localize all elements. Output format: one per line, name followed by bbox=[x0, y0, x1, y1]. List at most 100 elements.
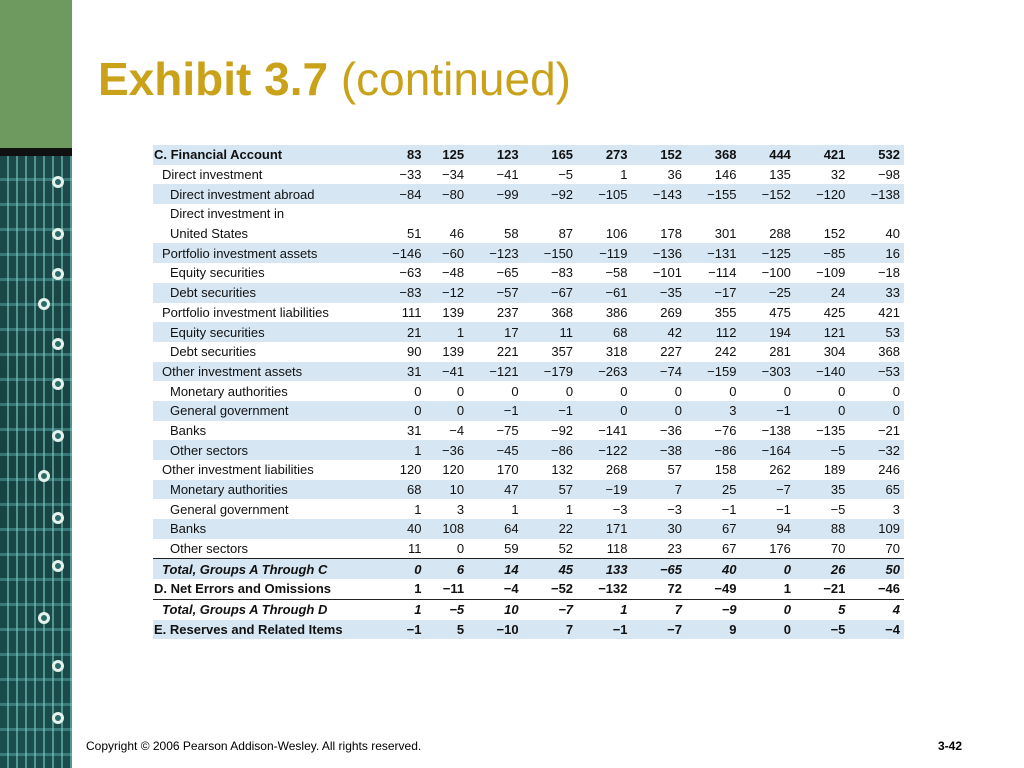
table-row: Other sectors 11 0 59 52 118 23 67 176 70 70 bbox=[153, 538, 904, 560]
table-cell: −138 bbox=[761, 422, 791, 438]
table-cell: −65 bbox=[496, 265, 519, 281]
table-cell: −135 bbox=[816, 422, 846, 438]
table-cell bbox=[425, 204, 468, 224]
table-cell: 165 bbox=[522, 145, 578, 165]
table-cell: 42 bbox=[631, 322, 686, 342]
table-cell: 355 bbox=[714, 304, 737, 320]
table-row: Monetary authorities 68 10 47 57 −19 7 25 −7 35 65 bbox=[153, 479, 904, 500]
table-row: Equity securities −63 −48 −65 −83 −58 −101 −114… bbox=[153, 263, 904, 283]
table-cell: 35 bbox=[794, 479, 850, 500]
table-cell: −46 bbox=[849, 579, 904, 600]
table-cell: −12 bbox=[425, 282, 469, 303]
table-cell: −150 bbox=[522, 243, 578, 264]
table-cell: 1 bbox=[371, 579, 426, 600]
table-cell: −7 bbox=[740, 479, 795, 500]
table-cell: 0 bbox=[783, 383, 791, 399]
table-cell bbox=[371, 204, 425, 224]
table-cell: 11 bbox=[371, 538, 426, 560]
table-cell: −18 bbox=[877, 265, 900, 281]
table-cell: 23 bbox=[631, 538, 686, 560]
table-cell: 59 bbox=[468, 538, 523, 560]
table-cell: −84 bbox=[371, 184, 426, 205]
table-cell: −146 bbox=[371, 243, 426, 264]
table-cell: −86 bbox=[685, 440, 741, 460]
table-cell: 14 bbox=[468, 558, 523, 580]
circuit-node-icon bbox=[52, 560, 64, 572]
table-cell: 118 bbox=[577, 538, 632, 560]
table-cell: −58 bbox=[605, 265, 628, 281]
table-cell: 0 bbox=[794, 400, 850, 421]
row-label: Debt securities bbox=[153, 282, 371, 303]
table-cell: 1 bbox=[425, 322, 469, 342]
table-cell: −3 bbox=[667, 501, 682, 517]
table-cell: 0 bbox=[740, 558, 795, 580]
table-cell: −86 bbox=[522, 440, 578, 460]
table-cell: 67 bbox=[685, 519, 741, 539]
table-cell: 7 bbox=[522, 619, 578, 640]
table-cell: 425 bbox=[823, 304, 846, 320]
table-cell: −36 bbox=[425, 440, 469, 460]
row-label: Other investment liabilities bbox=[162, 462, 314, 478]
table-cell: 475 bbox=[769, 304, 791, 320]
table-cell: 30 bbox=[631, 519, 686, 539]
table-cell: 139 bbox=[442, 304, 465, 320]
table-cell: −19 bbox=[577, 479, 632, 500]
table-cell: 178 bbox=[660, 226, 682, 242]
table-row: Other investment assets 31 −41 −121 −179 −263… bbox=[153, 361, 904, 382]
table-cell: −7 bbox=[558, 602, 574, 618]
table-cell: 68 bbox=[577, 322, 632, 342]
table-cell: 133 bbox=[577, 558, 632, 580]
table-cell: 146 bbox=[714, 167, 737, 183]
table-cell: −105 bbox=[577, 184, 632, 205]
table-cell bbox=[523, 204, 577, 224]
table-cell: −1 bbox=[468, 400, 523, 421]
table-cell: 237 bbox=[496, 304, 519, 320]
row-label: D. Net Errors and Omissions bbox=[153, 579, 371, 600]
table-row: Equity securities 21 1 17 11 68 42 112 194 121 53 bbox=[153, 322, 904, 342]
table-cell: 170 bbox=[496, 462, 519, 478]
table-cell: 40 bbox=[371, 519, 426, 539]
table-cell: 64 bbox=[468, 519, 523, 539]
table-cell: 120 bbox=[442, 462, 465, 478]
row-label: Direct investment bbox=[162, 167, 263, 183]
table-cell: 36 bbox=[667, 167, 682, 183]
table-cell: −131 bbox=[685, 243, 741, 264]
row-label: United States bbox=[170, 226, 249, 242]
table-cell: −100 bbox=[761, 265, 791, 281]
table-cell: 32 bbox=[830, 167, 846, 183]
table-cell: 68 bbox=[371, 479, 426, 500]
table-cell: −123 bbox=[468, 243, 523, 264]
table-row: General government 0 0 −1 −1 0 0 3 −1 0 0 bbox=[153, 400, 904, 421]
table-cell: −5 bbox=[830, 501, 846, 517]
table-cell: 176 bbox=[740, 538, 795, 560]
table-cell: 0 bbox=[849, 400, 904, 421]
table-cell: −41 bbox=[496, 167, 519, 183]
table-cell: −21 bbox=[877, 422, 900, 438]
table-cell: −34 bbox=[442, 167, 465, 183]
table-cell: −92 bbox=[522, 184, 578, 205]
table-cell: −76 bbox=[714, 422, 737, 438]
table-cell: −63 bbox=[399, 265, 422, 281]
table-cell: −17 bbox=[685, 282, 741, 303]
row-label: Banks bbox=[153, 519, 371, 539]
table-cell: −21 bbox=[794, 579, 850, 600]
table-cell: 70 bbox=[794, 538, 850, 560]
table-cell: 269 bbox=[660, 304, 682, 320]
table-cell: 0 bbox=[371, 558, 426, 580]
table-cell: 301 bbox=[714, 226, 737, 242]
table-cell: −3 bbox=[612, 501, 628, 517]
table-cell: 51 bbox=[407, 226, 422, 242]
table-cell bbox=[577, 204, 631, 224]
table-row: Portfolio investment liabilities 111 139 23… bbox=[153, 303, 904, 323]
table-cell: −138 bbox=[849, 184, 904, 205]
table-cell: −36 bbox=[659, 422, 682, 438]
table-cell: 139 bbox=[442, 344, 465, 360]
table-cell: −122 bbox=[577, 440, 632, 460]
table-cell: 1 bbox=[740, 579, 795, 600]
table-cell: 152 bbox=[631, 145, 686, 165]
table-cell: 10 bbox=[504, 602, 519, 618]
table-cell: 17 bbox=[468, 322, 523, 342]
table-cell: 16 bbox=[849, 243, 904, 264]
table-cell: 46 bbox=[449, 226, 465, 242]
table-cell: −25 bbox=[740, 282, 795, 303]
